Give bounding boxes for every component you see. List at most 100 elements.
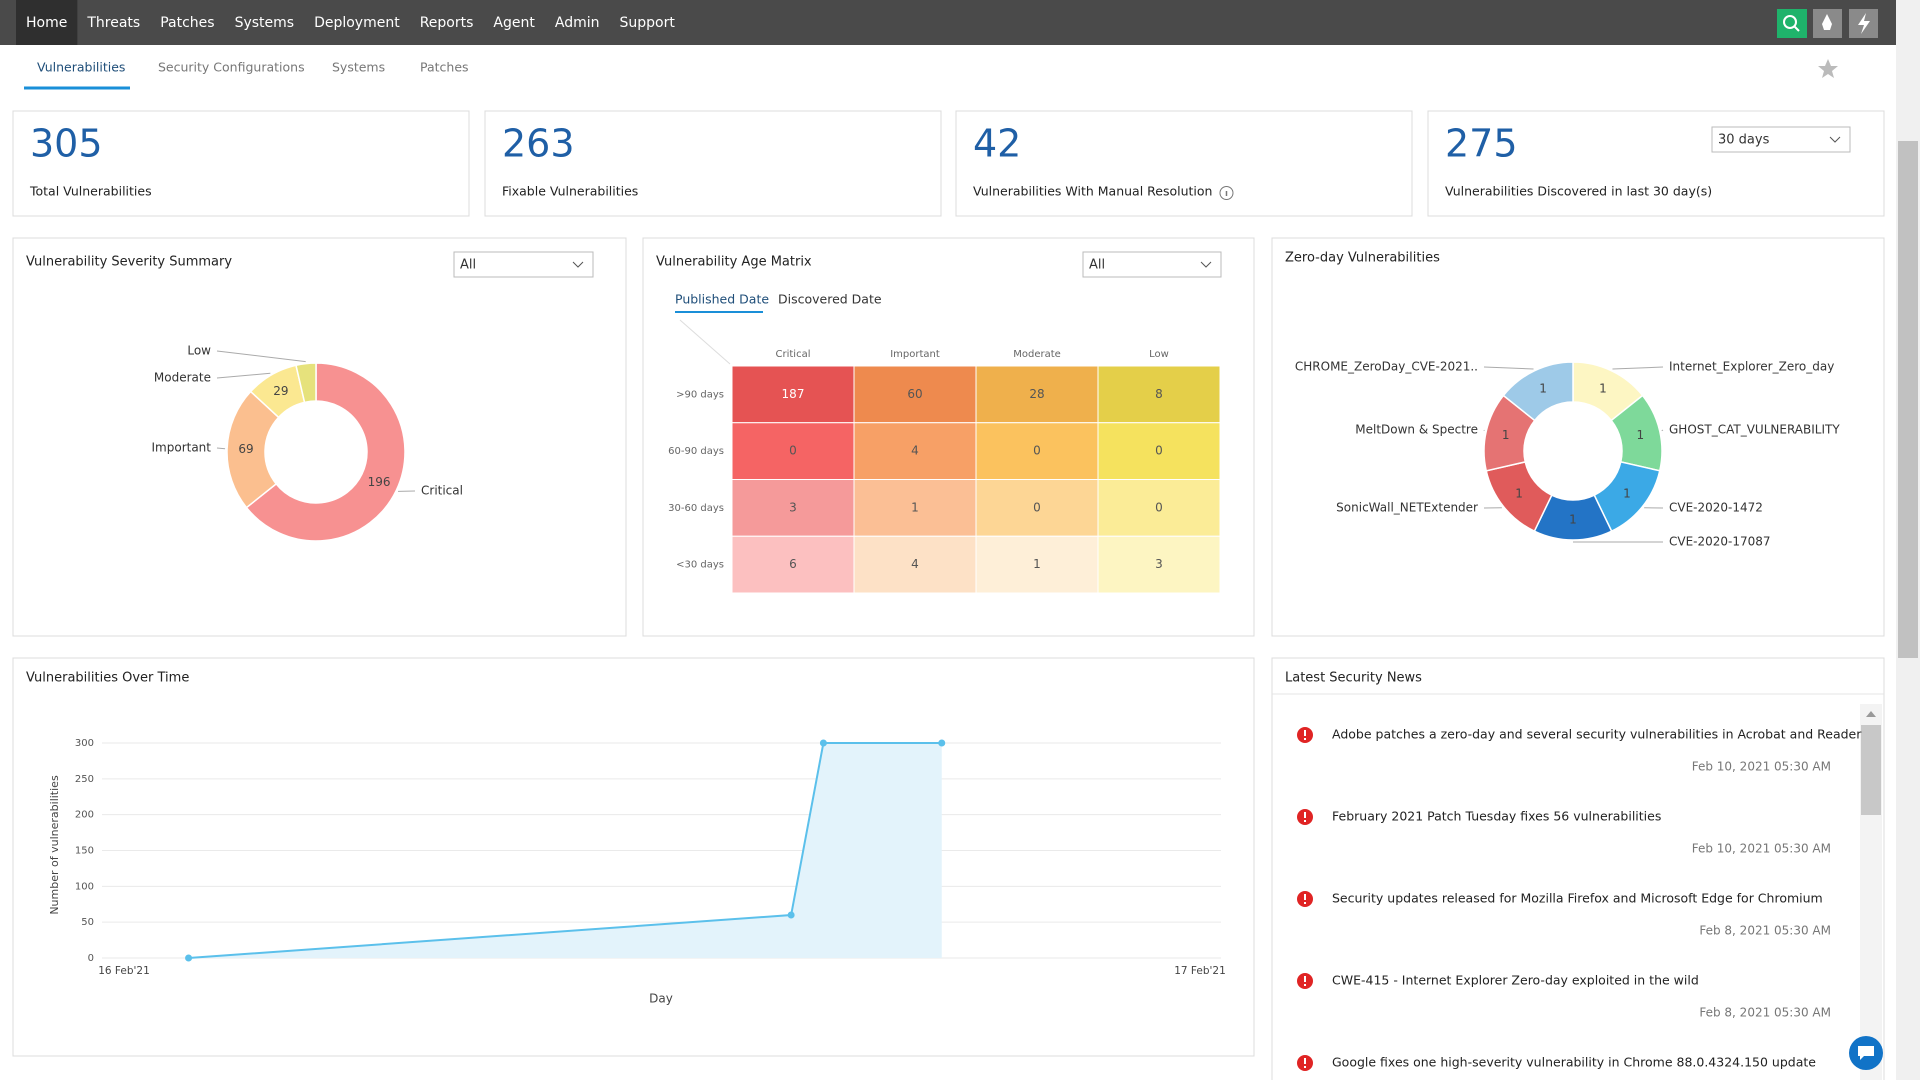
news-scrollbar-thumb[interactable] bbox=[1861, 725, 1881, 815]
nav-item[interactable]: Admin bbox=[555, 15, 600, 31]
top-nav bbox=[0, 0, 1920, 45]
x-axis-title: Day bbox=[649, 992, 673, 1006]
donut-slice bbox=[1502, 361, 1574, 422]
dropdown[interactable] bbox=[1082, 251, 1222, 278]
slice-label: CVE-2020-1472 bbox=[1669, 501, 1763, 515]
slice-label: CVE-2020-17087 bbox=[1669, 535, 1771, 549]
news-date: Feb 8, 2021 05:30 AM bbox=[1699, 1006, 1831, 1020]
sub-tab[interactable]: Systems bbox=[332, 60, 385, 75]
search-icon bbox=[1793, 25, 1800, 32]
heat-cell bbox=[1097, 479, 1221, 537]
slice-value: 1 bbox=[1502, 428, 1510, 442]
news-title[interactable]: Adobe patches a zero-day and several sec… bbox=[1332, 727, 1862, 742]
chat-icon bbox=[1858, 1046, 1874, 1060]
alert-icon-mark bbox=[1304, 902, 1306, 904]
info-icon[interactable] bbox=[1219, 186, 1234, 200]
news-title[interactable]: February 2021 Patch Tuesday fixes 56 vul… bbox=[1332, 809, 1661, 824]
heat-cell bbox=[1097, 365, 1221, 424]
date-tab[interactable]: Published Date bbox=[675, 292, 769, 307]
cell-value: 3 bbox=[1155, 557, 1163, 571]
panel-title: Vulnerability Severity Summary bbox=[26, 255, 232, 270]
alert-icon-mark bbox=[1304, 738, 1306, 740]
cell-value: 1 bbox=[911, 500, 919, 514]
slice-label: Important bbox=[152, 441, 212, 455]
alert-icon-mark bbox=[1304, 812, 1306, 818]
slice-value: 1 bbox=[1569, 513, 1577, 527]
sub-tab[interactable]: Vulnerabilities bbox=[37, 60, 125, 75]
y-axis-title: Number of vulnerabilities bbox=[48, 775, 61, 915]
panel-title: Zero-day Vulnerabilities bbox=[1285, 251, 1440, 266]
stat-value: 42 bbox=[973, 122, 1021, 166]
date-tab[interactable]: Discovered Date bbox=[778, 292, 882, 307]
slice-value: 196 bbox=[368, 475, 391, 489]
sub-tab[interactable]: Patches bbox=[420, 60, 469, 75]
row-label: 60-90 days bbox=[668, 446, 724, 457]
y-tick-label: 0 bbox=[88, 953, 94, 964]
slice-value: 1 bbox=[1623, 487, 1631, 501]
news-panel bbox=[1271, 657, 1885, 1080]
flash-icon bbox=[1858, 13, 1870, 34]
y-tick-label: 200 bbox=[75, 810, 94, 821]
slice-value: 1 bbox=[1599, 381, 1607, 395]
point bbox=[938, 739, 946, 747]
alert-icon-mark bbox=[1304, 820, 1306, 822]
stat-value: 263 bbox=[502, 122, 575, 166]
point bbox=[185, 954, 193, 962]
y-tick-label: 250 bbox=[75, 774, 94, 785]
stat-card bbox=[12, 110, 470, 217]
heat-cell bbox=[853, 365, 977, 424]
nav-item[interactable]: Patches bbox=[160, 15, 214, 31]
y-tick-label: 50 bbox=[81, 917, 94, 928]
sub-tab[interactable]: Security Configurations bbox=[158, 60, 305, 75]
news-date: Feb 8, 2021 05:30 AM bbox=[1699, 924, 1831, 938]
alert-icon-mark bbox=[1304, 730, 1306, 736]
stat-label: Vulnerabilities Discovered in last 30 da… bbox=[1445, 184, 1712, 199]
dropdown[interactable] bbox=[453, 251, 594, 278]
stat-value: 275 bbox=[1445, 122, 1518, 166]
area bbox=[188, 743, 942, 958]
zero-day-panel bbox=[1271, 237, 1885, 637]
slice-label: CHROME_ZeroDay_CVE-2021.. bbox=[1295, 360, 1478, 374]
column-label: Moderate bbox=[1013, 349, 1061, 360]
cell-value: 60 bbox=[907, 387, 922, 401]
dropdown-chevron bbox=[1829, 136, 1841, 143]
nav-item[interactable]: Reports bbox=[420, 15, 474, 31]
line bbox=[188, 742, 942, 959]
cell-value: 4 bbox=[911, 444, 919, 458]
dropdown[interactable] bbox=[1711, 126, 1851, 153]
alert-icon-mark bbox=[1304, 1066, 1306, 1068]
nav-item[interactable]: Agent bbox=[493, 15, 535, 31]
slice-label: MeltDown & Spectre bbox=[1355, 423, 1478, 437]
panel-title: Vulnerability Age Matrix bbox=[656, 255, 812, 270]
news-title[interactable]: Security updates released for Mozilla Fi… bbox=[1332, 891, 1823, 906]
news-title[interactable]: CWE-415 - Internet Explorer Zero-day exp… bbox=[1332, 973, 1699, 988]
stat-label: Vulnerabilities With Manual Resolution bbox=[973, 184, 1212, 199]
leader-line bbox=[1483, 366, 1534, 370]
favorite-star[interactable] bbox=[1818, 59, 1838, 78]
cell-value: 1 bbox=[1033, 557, 1041, 571]
nav-item[interactable]: Support bbox=[619, 15, 675, 31]
cell-value: 0 bbox=[1155, 444, 1163, 458]
heat-cell bbox=[975, 365, 1099, 424]
nav-item[interactable]: Home bbox=[26, 15, 67, 31]
search-button[interactable] bbox=[1777, 9, 1807, 38]
nav-item[interactable]: Threats bbox=[86, 15, 140, 31]
alert-icon-mark bbox=[1304, 976, 1306, 982]
news-scroll-up[interactable] bbox=[1866, 711, 1876, 717]
page-scrollbar-thumb[interactable] bbox=[1898, 141, 1918, 658]
stat-label: Fixable Vulnerabilities bbox=[502, 184, 638, 199]
row-label: 30-60 days bbox=[668, 503, 724, 514]
cell-value: 6 bbox=[789, 557, 797, 571]
point bbox=[819, 739, 827, 747]
nav-item[interactable]: Systems bbox=[235, 15, 295, 31]
severity-panel bbox=[12, 237, 627, 637]
alert-icon-mark bbox=[1304, 984, 1306, 986]
slice-label: SonicWall_NETExtender bbox=[1336, 501, 1478, 515]
heat-cell bbox=[1097, 535, 1221, 594]
news-title[interactable]: Google fixes one high-severity vulnerabi… bbox=[1332, 1055, 1816, 1070]
heat-cell bbox=[731, 535, 855, 594]
nav-item[interactable]: Deployment bbox=[314, 15, 400, 31]
alert-icon-mark bbox=[1304, 894, 1306, 900]
matrix-corner-line bbox=[679, 319, 731, 365]
